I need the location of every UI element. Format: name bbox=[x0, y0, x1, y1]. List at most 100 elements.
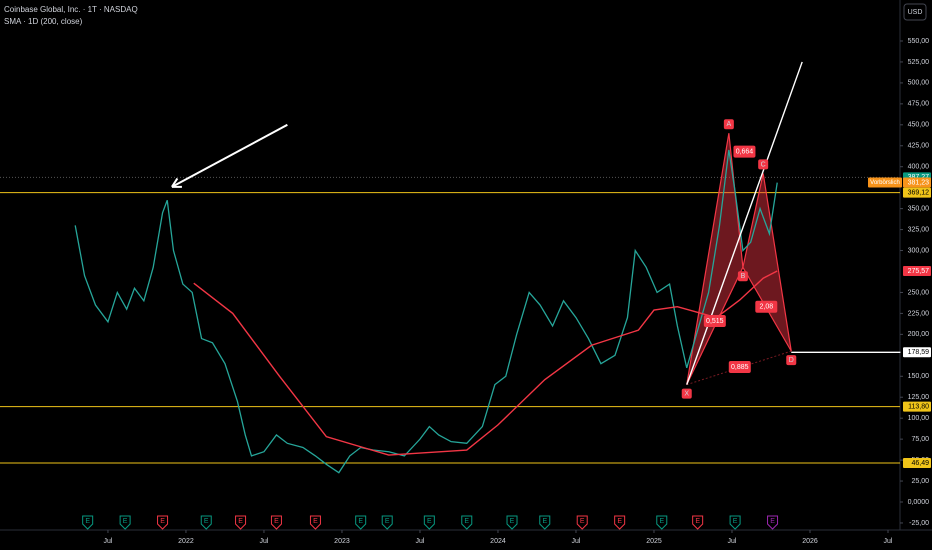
y-tick-label: 500,00 bbox=[908, 80, 930, 87]
event-icon bbox=[614, 515, 626, 530]
currency-label[interactable]: USD bbox=[908, 9, 923, 16]
event-label: E bbox=[238, 518, 243, 525]
price-label: 178,59 bbox=[908, 349, 930, 356]
x-tick-label: 2022 bbox=[178, 538, 194, 545]
y-tick-label: 150,00 bbox=[908, 373, 930, 380]
pattern-point-label: D bbox=[789, 357, 794, 364]
pattern-point-label: C bbox=[761, 161, 766, 168]
price-label: 275,57 bbox=[908, 268, 930, 275]
y-tick-label: 200,00 bbox=[908, 331, 930, 338]
x-tick-label: Jul bbox=[884, 538, 893, 545]
pattern-point-label: B bbox=[741, 273, 746, 280]
price-label: 46,49 bbox=[911, 460, 929, 467]
event-label: E bbox=[617, 518, 622, 525]
price-label-box bbox=[903, 187, 931, 198]
y-tick-label: -25,00 bbox=[909, 520, 929, 527]
event-icon bbox=[767, 515, 779, 530]
event-icon bbox=[119, 515, 131, 530]
x-tick-label: 2026 bbox=[802, 538, 818, 545]
event-label: E bbox=[274, 518, 279, 525]
price-label-box bbox=[903, 177, 931, 188]
x-tick-label: Jul bbox=[259, 538, 268, 545]
pattern-point-label: X bbox=[684, 390, 689, 397]
y-tick-label: 25,00 bbox=[911, 478, 929, 485]
event-icon bbox=[355, 515, 367, 530]
pattern-point-box bbox=[681, 388, 692, 399]
y-tick-label: 100,00 bbox=[908, 415, 930, 422]
x-tick-label: Jul bbox=[571, 538, 580, 545]
event-icon bbox=[235, 515, 247, 530]
event-label: E bbox=[358, 518, 363, 525]
y-tick-label: 225,00 bbox=[908, 310, 930, 317]
pattern-point-label: A bbox=[727, 121, 732, 128]
y-tick-label: 475,00 bbox=[908, 101, 930, 108]
event-label: E bbox=[770, 518, 775, 525]
y-tick-label: 425,00 bbox=[908, 143, 930, 150]
event-label: E bbox=[204, 518, 209, 525]
y-tick-label: 300,00 bbox=[908, 247, 930, 254]
event-label: E bbox=[659, 518, 664, 525]
event-label: E bbox=[160, 518, 165, 525]
price-label: 369,12 bbox=[908, 189, 930, 196]
price-tag: Vorbörslich bbox=[870, 180, 900, 186]
x-tick-label: 2023 bbox=[334, 538, 350, 545]
indicator-label: SMA · 1D (200, close) bbox=[4, 17, 83, 26]
chart-title: Coinbase Global, Inc. · 1T · NASDAQ bbox=[4, 5, 138, 14]
y-tick-label: 250,00 bbox=[908, 289, 930, 296]
price-label-box bbox=[903, 458, 931, 469]
pattern-point-box bbox=[723, 119, 734, 130]
x-tick-label: 2024 bbox=[490, 538, 506, 545]
y-tick-label: 0,0000 bbox=[908, 499, 930, 506]
event-label: E bbox=[464, 518, 469, 525]
price-label-box bbox=[903, 266, 931, 277]
ratio-label: 0,515 bbox=[706, 318, 724, 325]
price-line bbox=[74, 149, 778, 474]
ratio-box bbox=[728, 361, 751, 374]
x-tick-label: Jul bbox=[415, 538, 424, 545]
pattern-point-box bbox=[758, 159, 769, 170]
price-label: 381,23 bbox=[908, 179, 930, 186]
price-tag-box bbox=[868, 177, 902, 188]
currency-button[interactable] bbox=[903, 3, 927, 21]
x-tick-label: Jul bbox=[103, 538, 112, 545]
price-line bbox=[193, 270, 778, 456]
y-tick-label: 450,00 bbox=[908, 122, 930, 129]
event-icon bbox=[423, 515, 435, 530]
event-label: E bbox=[85, 518, 90, 525]
event-icon bbox=[309, 515, 321, 530]
y-tick-label: 125,00 bbox=[908, 394, 930, 401]
ratio-label: 0,885 bbox=[731, 364, 749, 371]
event-label: E bbox=[733, 518, 738, 525]
drawing-line bbox=[171, 123, 288, 188]
x-tick-label: 2025 bbox=[646, 538, 662, 545]
y-tick-label: 75,00 bbox=[911, 436, 929, 443]
ratio-box bbox=[733, 145, 756, 158]
event-label: E bbox=[542, 518, 547, 525]
event-icon bbox=[506, 515, 518, 530]
event-icon bbox=[576, 515, 588, 530]
arrow-head bbox=[171, 177, 179, 188]
price-label: 113,80 bbox=[908, 403, 929, 410]
event-label: E bbox=[510, 518, 515, 525]
event-icon bbox=[692, 515, 704, 530]
event-icon bbox=[157, 515, 169, 530]
y-tick-label: 350,00 bbox=[908, 205, 930, 212]
y-tick-label: 400,00 bbox=[908, 164, 930, 171]
x-tick-label: Jul bbox=[728, 538, 737, 545]
event-label: E bbox=[695, 518, 700, 525]
pattern-point-box bbox=[786, 355, 797, 366]
event-icon bbox=[656, 515, 668, 530]
event-icon bbox=[200, 515, 212, 530]
price-label-box bbox=[903, 347, 931, 358]
event-icon bbox=[270, 515, 282, 530]
drawing-line bbox=[686, 61, 803, 385]
price-label-box bbox=[903, 401, 931, 412]
ratio-box bbox=[755, 300, 778, 313]
ratio-box bbox=[703, 314, 726, 327]
event-label: E bbox=[427, 518, 432, 525]
pattern-point-box bbox=[737, 271, 748, 282]
event-icon bbox=[381, 515, 393, 530]
